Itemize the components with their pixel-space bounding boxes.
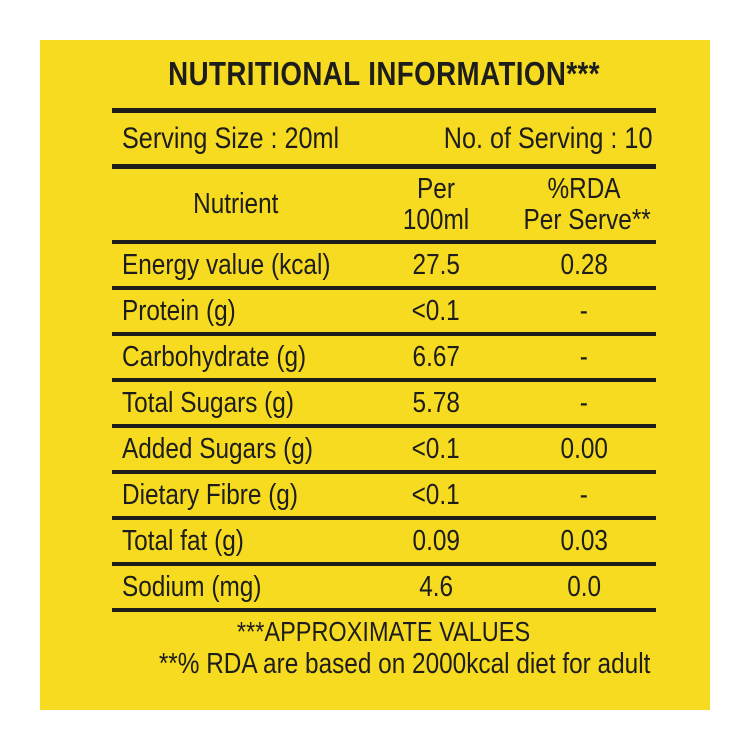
rda-header-line1: %RDA <box>547 172 621 205</box>
rda-cell: 0.03 <box>512 525 656 558</box>
per-100ml-value: 6.67 <box>412 340 460 373</box>
nutrient-name-cell: Protein (g) <box>112 295 360 328</box>
footnote-approximate: ***APPROXIMATE VALUES <box>112 616 656 648</box>
per-100ml-cell: <0.1 <box>360 433 512 466</box>
per-100ml-header-line2: 100ml <box>402 203 470 236</box>
table-row: Carbohydrate (g) 6.67 - <box>112 336 656 382</box>
table-header-row: Nutrient Per 100ml %RDA Per Serve** <box>112 169 656 240</box>
serving-row: Serving Size : 20ml No. of Serving : 10 <box>112 113 656 164</box>
per-100ml-column-header: Per 100ml <box>360 172 512 236</box>
per-100ml-cell: 0.09 <box>360 525 512 558</box>
per-100ml-value: <0.1 <box>411 294 461 327</box>
footnote-rda-basis-text: **% RDA are based on 2000kcal diet for a… <box>158 648 651 680</box>
rda-value: - <box>579 478 589 511</box>
nutrition-table: NUTRITIONAL INFORMATION*** Serving Size … <box>112 40 656 681</box>
per-100ml-header-line1: Per <box>417 172 455 205</box>
table-row: Added Sugars (g) <0.1 0.00 <box>112 428 656 474</box>
rda-value: 0.03 <box>560 524 608 557</box>
rda-value: - <box>579 294 589 327</box>
rda-value: - <box>579 386 589 419</box>
nutrient-name-cell: Dietary Fibre (g) <box>112 479 360 512</box>
nutrient-column-header: Nutrient <box>112 189 360 220</box>
footnote-approximate-text: ***APPROXIMATE VALUES <box>237 616 531 647</box>
divider-top <box>112 108 656 113</box>
serving-size-text: Serving Size : 20ml <box>122 121 340 155</box>
nutrient-name: Sodium (mg) <box>122 570 262 603</box>
rda-value: - <box>579 340 589 373</box>
rda-value: 0.00 <box>560 432 608 465</box>
divider-serving <box>112 164 656 169</box>
per-100ml-value: 0.09 <box>412 524 460 557</box>
label-title: NUTRITIONAL INFORMATION*** <box>112 40 656 108</box>
rda-column-header: %RDA Per Serve** <box>512 172 656 236</box>
per-100ml-cell: <0.1 <box>360 479 512 512</box>
rda-value: 0.28 <box>560 248 608 281</box>
divider-header <box>112 240 656 244</box>
nutrient-name-cell: Sodium (mg) <box>112 571 360 604</box>
table-row: Protein (g) <0.1 - <box>112 290 656 336</box>
rda-cell: 0.28 <box>512 249 656 282</box>
table-row: Dietary Fibre (g) <0.1 - <box>112 474 656 520</box>
nutrient-name-cell: Total Sugars (g) <box>112 387 360 420</box>
label-title-text: NUTRITIONAL INFORMATION*** <box>168 55 600 92</box>
table-row: Total fat (g) 0.09 0.03 <box>112 520 656 566</box>
per-100ml-cell: 4.6 <box>360 571 512 604</box>
rda-cell: - <box>512 479 656 512</box>
nutrient-name: Protein (g) <box>122 294 236 327</box>
rda-cell: - <box>512 295 656 328</box>
nutrient-name: Carbohydrate (g) <box>122 340 307 373</box>
per-100ml-cell: 27.5 <box>360 249 512 282</box>
rda-cell: 0.0 <box>512 571 656 604</box>
table-row: Total Sugars (g) 5.78 - <box>112 382 656 428</box>
nutrient-name: Total Sugars (g) <box>122 386 294 419</box>
footnote-rda-basis: **% RDA are based on 2000kcal diet for a… <box>112 648 656 681</box>
rda-cell: 0.00 <box>512 433 656 466</box>
rda-cell: - <box>512 341 656 374</box>
rda-cell: - <box>512 387 656 420</box>
nutrient-header-text: Nutrient <box>193 188 279 220</box>
nutrient-name: Total fat (g) <box>122 524 244 557</box>
nutrient-name-cell: Carbohydrate (g) <box>112 341 360 374</box>
per-100ml-value: 5.78 <box>412 386 460 419</box>
per-100ml-cell: 5.78 <box>360 387 512 420</box>
nutrition-label-panel: NUTRITIONAL INFORMATION*** Serving Size … <box>40 40 710 710</box>
per-100ml-value: 4.6 <box>419 570 453 603</box>
nutrient-name-cell: Total fat (g) <box>112 525 360 558</box>
footnotes: ***APPROXIMATE VALUES **% RDA are based … <box>112 616 656 681</box>
per-100ml-value: <0.1 <box>411 432 461 465</box>
nutrient-name-cell: Energy value (kcal) <box>112 249 360 282</box>
nutrient-name: Added Sugars (g) <box>122 432 313 465</box>
serving-count-text: No. of Serving : 10 <box>443 121 652 155</box>
nutrient-name: Dietary Fibre (g) <box>122 478 298 511</box>
per-100ml-cell: 6.67 <box>360 341 512 374</box>
per-100ml-value: <0.1 <box>411 478 461 511</box>
nutrient-name-cell: Added Sugars (g) <box>112 433 360 466</box>
table-row: Energy value (kcal) 27.5 0.28 <box>112 244 656 290</box>
per-100ml-value: 27.5 <box>412 248 460 281</box>
nutrient-name: Energy value (kcal) <box>122 248 331 281</box>
rda-header-line2: Per Serve** <box>523 203 651 236</box>
rda-value: 0.0 <box>567 570 601 603</box>
table-row: Sodium (mg) 4.6 0.0 <box>112 566 656 612</box>
per-100ml-cell: <0.1 <box>360 295 512 328</box>
